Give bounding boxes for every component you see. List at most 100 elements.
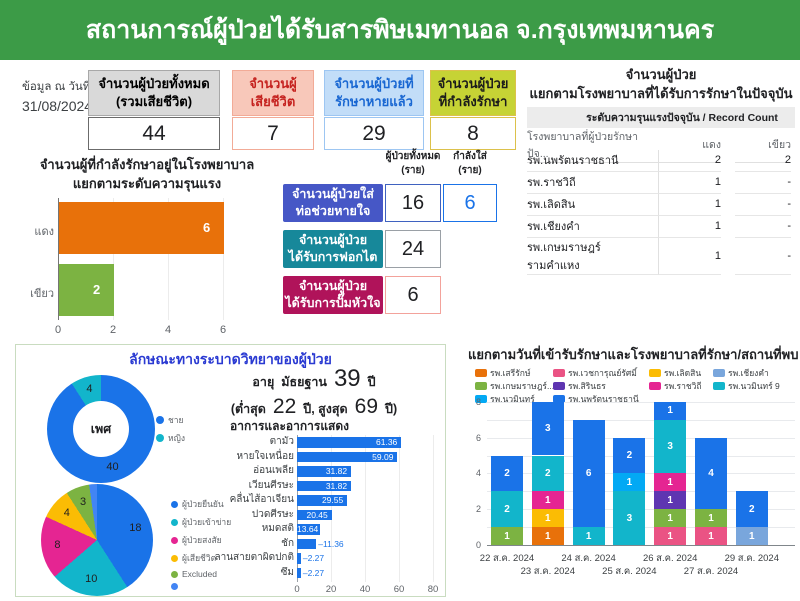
age-mid-label: ปี, สูงสุด [303, 402, 348, 416]
legend-item-label: รพ.นพรัตนราชธานี [568, 393, 639, 404]
symptom-label: คลื่นไส้อาเจียน [229, 494, 294, 505]
legend-item-label: รพ.เชียงคำ [728, 367, 769, 378]
green-count-cell: - [735, 194, 791, 216]
age-median-label: มัธยฐาน [281, 375, 327, 389]
stacked-bar-segment[interactable]: 1 [531, 491, 564, 510]
x-tick-label: 0 [54, 323, 62, 336]
severity-bar[interactable] [59, 263, 114, 316]
legend-color-swatch [475, 368, 487, 377]
table-row[interactable]: รพ.เลิดสิน 1- [527, 193, 795, 216]
legend-item: ผู้เสียชีวิต [171, 551, 231, 565]
gender-donut-center-label: เพศ [73, 401, 129, 457]
legend-color-swatch [553, 394, 565, 403]
symptom-bar[interactable] [297, 466, 352, 477]
gender-donut-chart[interactable]: 40 4 เพศ [47, 375, 155, 483]
stat-card-value: 44 [88, 117, 220, 150]
stat-card-total-patients: จำนวนผู้ป่วยทั้งหมด (รวมเสียชีวิต) 44 [88, 70, 220, 150]
gridline [399, 435, 400, 582]
stacked-bar-segment[interactable]: 1 [654, 527, 687, 545]
stacked-bar-segment[interactable]: 1 [735, 527, 768, 545]
stat-card-in-treatment: จำนวนผู้ป่วย ที่กำลังรักษา 8 [430, 70, 516, 150]
legend-color-dot [156, 434, 164, 442]
severity-bar[interactable] [59, 201, 224, 254]
x-tick-label: 26 ส.ค. 2024 [642, 553, 698, 564]
stacked-bar-segment[interactable]: 2 [531, 455, 564, 492]
table-row[interactable]: รพ.นพรัตนราชธานี 2 2 [527, 149, 795, 172]
symptom-bar-value: 31.82 [325, 480, 348, 491]
classification-legend: ผู้ป่วยยืนยัน ผู้ป่วยเข้าข่าย ผู้ป่วยสงสัย… [171, 497, 231, 594]
pie-slice-label: 40 [106, 461, 119, 474]
stat-card-recovered: จำนวนผู้ป่วยที่ รักษาหายแล้ว 29 [324, 70, 424, 150]
stacked-bar-segment[interactable]: 2 [735, 491, 768, 528]
legend-color-swatch [475, 394, 487, 403]
stacked-bar-segment[interactable]: 1 [531, 527, 564, 545]
stacked-bar-segment[interactable]: 2 [491, 491, 523, 528]
stacked-bar-segment[interactable]: 1 [654, 473, 687, 492]
stacked-bar-segment[interactable]: 1 [491, 527, 523, 545]
stacked-bar-segment[interactable]: 2 [613, 437, 646, 474]
legend-item-label: หญิง [168, 433, 185, 443]
stacked-bar-segment[interactable]: 1 [531, 509, 564, 528]
hospital-table-title: จำนวนผู้ป่วย แยกตามโรงพยาบาลที่ได้รับการ… [527, 66, 795, 104]
table-row[interactable]: รพ.เชียงคำ 1- [527, 215, 795, 238]
symptom-bar-value: 31.82 [325, 466, 348, 476]
gridline [433, 435, 434, 582]
x-tick-label: 4 [164, 323, 172, 336]
stacked-bar-segment[interactable]: 1 [613, 473, 646, 492]
symptom-bar[interactable] [297, 509, 332, 520]
symptom-bar[interactable] [297, 451, 398, 462]
classification-pie-chart[interactable]: 18 10 8 4 3 [41, 484, 153, 596]
x-tick-label: 40 [359, 584, 371, 595]
symptom-bar[interactable] [297, 495, 348, 506]
stacked-bar-segment[interactable]: 2 [491, 455, 523, 492]
column-header-hospital: โรงพยาบาลที่ผู้ป่วยรักษาปัจ... [527, 128, 659, 163]
stacked-bar-segment[interactable]: 1 [695, 527, 727, 545]
symptom-bar[interactable] [297, 567, 301, 578]
legend-item [171, 583, 231, 590]
legend-color-swatch [475, 381, 487, 390]
stat-card-value: 29 [324, 117, 424, 150]
legend-item-label: รพ.เลิดสิน [664, 367, 702, 378]
stacked-bar-segment[interactable]: 4 [695, 437, 727, 510]
symptom-bar[interactable] [297, 538, 317, 549]
table-row[interactable]: รพ.เกษมราษฎร์ รามคำแหง 1- [527, 237, 795, 275]
stacked-bar-segment[interactable]: 1 [695, 509, 727, 528]
stat-card-title-line1: จำนวนผู้ป่วยที่ [334, 75, 414, 91]
x-tick-label: 27 ส.ค. 2024 [683, 566, 739, 577]
stacked-bar-segment[interactable]: 6 [572, 419, 605, 528]
column-gap [721, 172, 735, 194]
legend-item: รพ.นวมินทร์ 9 [713, 380, 799, 391]
treatment-col-current-line2: (ราย) [458, 164, 482, 176]
symptom-bar[interactable] [297, 524, 321, 535]
x-tick-label: 0 [294, 584, 300, 595]
symptom-bar[interactable] [297, 480, 352, 491]
legend-item: รพ.นวมินทร์ [475, 393, 553, 404]
stacked-bar-segment[interactable]: 3 [654, 419, 687, 474]
stacked-bar-segment[interactable]: 3 [531, 401, 564, 456]
legend-item-label: Excluded [182, 569, 217, 579]
stacked-bar-segment[interactable]: 1 [654, 491, 687, 510]
hospital-name-cell: รพ.นพรัตนราชธานี [527, 149, 659, 172]
legend-color-dot [171, 536, 178, 544]
x-tick-label: 80 [427, 584, 439, 595]
stacked-bar-segment[interactable]: 1 [654, 401, 687, 420]
y-tick-label: 2 [475, 504, 481, 515]
x-tick-label: 2 [109, 323, 117, 336]
symptom-bar-value: 61.36 [376, 437, 398, 447]
legend-item: รพ.สิรินธร [553, 380, 649, 391]
legend-item: รพ.ราชวิถี [649, 380, 713, 391]
as-of-label: ข้อมูล ณ วันที่ [22, 81, 91, 93]
stacked-bar-segment[interactable]: 3 [613, 491, 646, 545]
green-count-cell: - [735, 172, 791, 194]
age-median-value: 39 [333, 365, 361, 392]
symptom-bar-value: 29.55 [321, 495, 344, 505]
symptom-label: ซึม [280, 566, 294, 578]
severity-bar-value: 2 [93, 281, 101, 297]
stacked-bar-segment[interactable]: 1 [572, 527, 605, 545]
as-of-block: ข้อมูล ณ วันที่ 31/08/2024 [22, 78, 100, 114]
green-count-cell: - [735, 216, 791, 238]
symptom-bar[interactable] [297, 553, 301, 564]
stacked-bar-segment[interactable]: 1 [654, 509, 687, 528]
symptom-bar[interactable] [297, 437, 402, 448]
table-row[interactable]: รพ.ราชวิถี 1- [527, 171, 795, 194]
